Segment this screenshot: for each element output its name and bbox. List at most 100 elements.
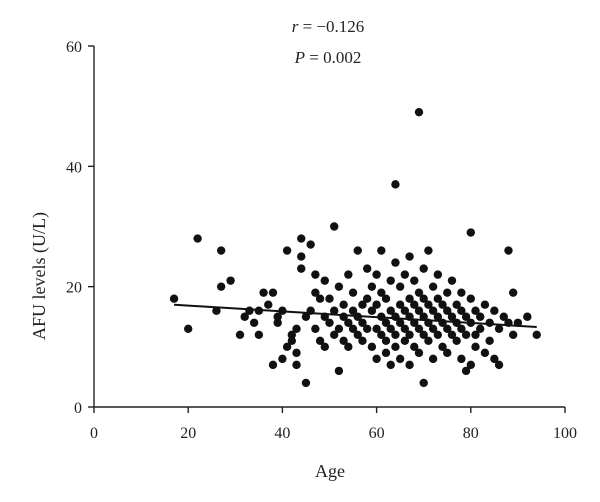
data-point <box>278 354 287 364</box>
data-point <box>485 336 494 346</box>
data-point <box>414 306 424 315</box>
data-point <box>447 330 457 339</box>
data-point <box>311 324 320 333</box>
data-point <box>311 288 320 297</box>
data-point <box>325 318 334 327</box>
data-point <box>452 300 461 309</box>
data-point <box>381 294 391 303</box>
data-point <box>334 282 344 291</box>
data-point <box>508 288 518 297</box>
data-point <box>433 312 443 321</box>
data-point <box>226 276 235 285</box>
data-point <box>424 246 433 255</box>
data-point <box>315 294 325 303</box>
data-point <box>428 324 438 333</box>
data-point <box>386 306 395 315</box>
data-point <box>372 270 381 279</box>
data-point <box>424 336 433 346</box>
data-point <box>523 312 532 321</box>
data-point <box>414 288 424 297</box>
y-axis-ticks: 0 20 40 60 <box>66 39 94 417</box>
data-point <box>433 294 443 303</box>
y-tick-label: 0 <box>74 400 82 417</box>
data-point <box>348 288 358 297</box>
data-point <box>414 348 424 358</box>
data-point <box>419 294 428 303</box>
data-point <box>410 300 419 309</box>
data-point <box>428 306 438 315</box>
data-point <box>414 324 424 333</box>
x-tick-label: 0 <box>90 425 98 442</box>
p-annotation: P = 0.002 <box>294 48 362 67</box>
data-point <box>330 306 339 315</box>
data-point <box>485 318 494 327</box>
data-point <box>466 294 475 303</box>
data-point <box>377 288 386 297</box>
data-point <box>410 342 419 352</box>
data-point <box>457 306 466 315</box>
data-point <box>320 276 329 285</box>
data-point <box>362 294 372 303</box>
data-point <box>306 240 315 249</box>
data-point <box>504 246 513 255</box>
data-point <box>400 324 410 333</box>
data-point <box>212 306 221 315</box>
data-point <box>395 282 405 291</box>
data-point <box>476 324 485 333</box>
data-point <box>428 282 438 291</box>
axes: 0 20 40 60 0 20 40 60 80 100 <box>66 39 577 442</box>
data-point <box>259 288 268 297</box>
data-point <box>353 330 362 339</box>
data-point <box>476 312 485 321</box>
data-point <box>499 312 508 321</box>
data-point <box>216 246 226 255</box>
data-point <box>339 336 348 346</box>
data-point <box>344 318 353 327</box>
data-point <box>433 330 443 339</box>
data-point <box>410 318 419 327</box>
regression-line <box>174 303 537 328</box>
data-point <box>358 300 367 309</box>
y-tick-label: 20 <box>66 280 82 297</box>
data-point <box>466 360 475 370</box>
data-point <box>297 252 306 261</box>
data-point <box>292 324 301 333</box>
data-point <box>268 288 278 297</box>
data-point <box>240 312 249 321</box>
data-point <box>461 330 471 339</box>
data-point <box>301 378 311 388</box>
data-point <box>414 107 424 117</box>
data-point <box>490 306 499 315</box>
data-point <box>391 258 400 267</box>
data-point <box>532 330 541 339</box>
data-point <box>494 324 504 333</box>
data-point <box>391 180 400 189</box>
data-point <box>282 246 292 255</box>
data-point <box>480 300 490 309</box>
data-point <box>508 330 518 339</box>
data-point <box>419 312 428 321</box>
data-point <box>245 306 254 315</box>
data-points <box>169 107 541 388</box>
data-point <box>381 348 391 358</box>
x-axis-title: Age <box>315 461 345 481</box>
data-point <box>344 342 353 352</box>
data-point <box>287 336 297 346</box>
data-point <box>372 324 381 333</box>
data-point <box>268 360 278 370</box>
x-tick-label: 80 <box>463 425 479 442</box>
data-point <box>292 360 301 370</box>
data-point <box>471 330 480 339</box>
data-point <box>249 318 259 327</box>
data-point <box>254 330 264 339</box>
data-point <box>362 324 372 333</box>
data-point <box>301 312 311 321</box>
data-point <box>348 324 358 333</box>
y-axis-title: AFU levels (U/L) <box>29 212 50 340</box>
data-point <box>410 276 419 285</box>
data-point <box>438 300 447 309</box>
data-point <box>443 288 452 297</box>
y-tick-label: 60 <box>66 39 82 56</box>
